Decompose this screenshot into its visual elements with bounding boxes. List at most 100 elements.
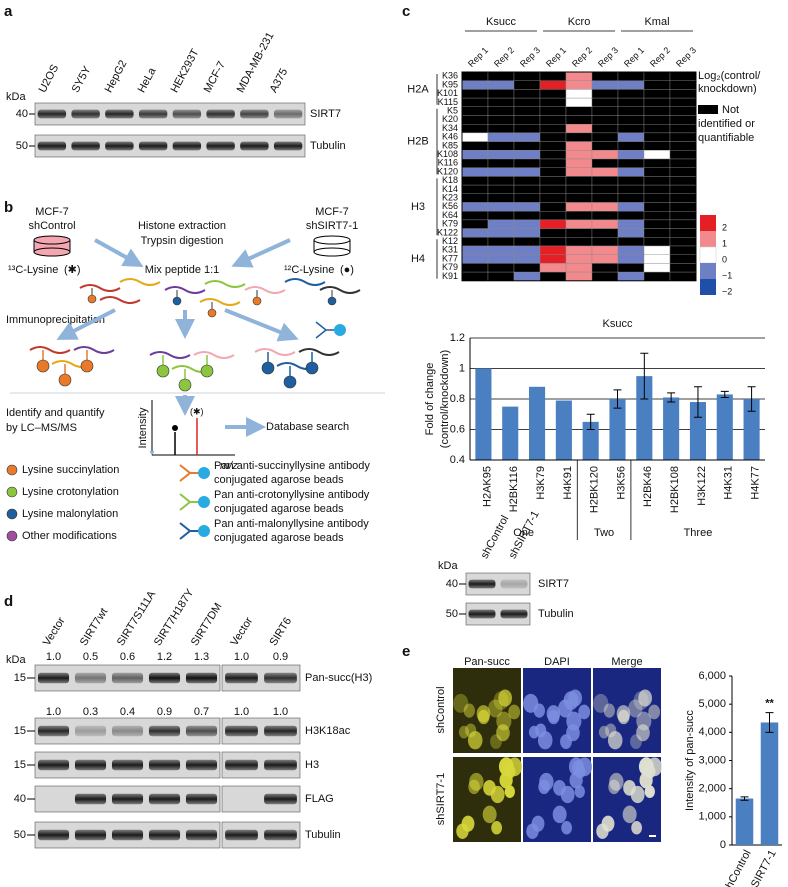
x-tick-label: H2AK95 <box>481 466 493 507</box>
bead <box>305 361 319 375</box>
protein-label: Tubulin <box>305 829 341 841</box>
label: Mix peptide 1:1 <box>145 264 220 276</box>
nucleus <box>458 725 470 739</box>
quant-value: 1.0 <box>46 651 61 663</box>
heatmap-cell <box>487 263 515 273</box>
blot-band <box>37 759 70 771</box>
row-label: K116 <box>438 158 458 168</box>
nucleus <box>593 693 609 713</box>
modification-dot <box>207 308 217 318</box>
row-label: K5 <box>447 106 458 116</box>
heatmap-cell <box>565 71 593 81</box>
row-label: K12 <box>442 236 458 246</box>
blot-band <box>105 109 134 119</box>
label: (✱) <box>64 264 81 276</box>
column-label: Pan-succ <box>464 656 510 668</box>
heatmap-cell <box>487 210 515 221</box>
row-label: K34 <box>442 123 458 133</box>
tube-bottom <box>33 247 71 257</box>
y-tick-label: 0.6 <box>450 423 465 435</box>
heatmap-cell <box>513 254 541 264</box>
nucleus <box>574 764 586 779</box>
blot-band <box>74 793 107 805</box>
y-tick-label: 0.8 <box>450 393 465 405</box>
blot-band <box>37 109 67 119</box>
heatmap-cell <box>591 254 619 264</box>
heatmap-cell <box>565 271 593 282</box>
rotated-label: HeLa <box>136 65 159 95</box>
peptide <box>298 348 340 356</box>
blot-band <box>273 109 303 119</box>
row-label: K85 <box>442 140 458 150</box>
kda-marker: 40 <box>14 793 26 805</box>
heatmap-cell <box>513 237 541 247</box>
heatmap-cell <box>487 123 515 134</box>
label: Database search <box>266 421 349 433</box>
heatmap-cell <box>539 210 567 221</box>
x-tick-label: shControl <box>721 848 754 887</box>
row-group: H3 <box>411 201 425 213</box>
heatmap-cell <box>539 141 567 151</box>
nucleus <box>488 699 503 718</box>
row-label: K14 <box>442 184 458 194</box>
heatmap-cell <box>591 193 619 203</box>
heatmap-cell <box>643 115 671 125</box>
heatmap-cell <box>487 271 515 282</box>
heatmap-cell <box>617 271 645 282</box>
heatmap-cell <box>539 271 567 282</box>
heatmap-cell <box>591 123 619 134</box>
x-tick-label: H4K91 <box>562 466 574 500</box>
label: Pan anti-crotonyllysine antibody <box>214 489 370 501</box>
heatmap-cell <box>513 184 541 195</box>
heatmap-cell <box>513 80 541 90</box>
heatmap-frame <box>461 71 697 282</box>
heatmap-cell <box>669 115 697 125</box>
rotated-label: U2OS <box>37 63 62 95</box>
column-group: Kmal <box>644 16 669 28</box>
heatmap-cell <box>539 158 567 168</box>
peptide <box>204 280 246 288</box>
panel-letter: b <box>4 199 13 216</box>
heatmap-cell <box>513 106 541 116</box>
quant-value: 0.6 <box>120 651 135 663</box>
modification-dot <box>172 296 182 306</box>
arrow <box>94 238 144 267</box>
blot-band <box>74 829 107 841</box>
heatmap-cell <box>617 123 645 134</box>
label: Pan anti-malonyllysine antibody <box>214 518 369 530</box>
column-label: Rep 3 <box>518 45 542 69</box>
heatmap-cell <box>461 80 489 90</box>
heatmap-cell <box>461 106 489 116</box>
heatmap-cell <box>487 202 515 212</box>
colorbar-block <box>699 246 717 264</box>
colorbar-block <box>700 215 716 231</box>
bead <box>283 375 297 389</box>
blot-band <box>37 829 70 841</box>
blot-band <box>71 141 100 151</box>
column-label: Rep 3 <box>674 45 698 69</box>
heatmap-cell <box>565 106 593 116</box>
column-label: Merge <box>611 656 642 668</box>
heatmap-cell <box>539 167 567 177</box>
heatmap-cell <box>539 176 567 186</box>
nucleus <box>644 785 655 799</box>
heatmap-cell <box>565 167 593 177</box>
heatmap-cell <box>591 167 619 177</box>
rotated-label: SIRT7wt <box>78 606 110 648</box>
heatmap-cell <box>565 184 593 195</box>
protein-label: Tubulin <box>538 608 574 620</box>
heatmap-cell <box>461 202 489 212</box>
heatmap-cell <box>591 80 619 90</box>
heatmap-cell <box>669 80 697 90</box>
quant-value: 1.0 <box>234 706 249 718</box>
blot-band <box>148 759 181 771</box>
heatmap-cell <box>461 150 489 160</box>
protein-label: Tubulin <box>310 140 346 152</box>
heatmap-cell <box>487 184 515 195</box>
bar <box>743 399 760 460</box>
rotated-label: SIRT6 <box>268 615 295 648</box>
heatmap-cell <box>643 158 671 168</box>
heatmap-cell <box>643 228 671 238</box>
heatmap-cell <box>617 150 645 160</box>
